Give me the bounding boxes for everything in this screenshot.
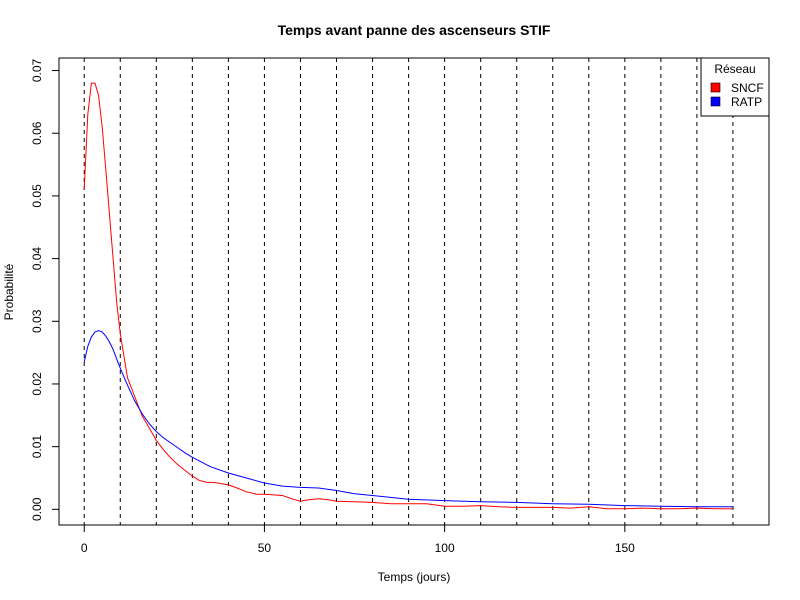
legend-swatch-sncf (710, 82, 721, 93)
vertical-guide-lines (83, 58, 734, 525)
y-tick-label: 0.03 (30, 309, 44, 333)
chart-title: Temps avant panne des ascenseurs STIF (278, 22, 551, 38)
y-tick-label: 0.01 (30, 435, 44, 459)
x-tick-label: 100 (435, 541, 455, 555)
y-tick-label: 0.06 (30, 121, 44, 145)
y-axis-label: Probabilité (2, 263, 16, 320)
plot-frame (58, 57, 770, 526)
x-tick-label: 0 (81, 541, 88, 555)
legend-swatch-ratp (710, 96, 721, 107)
y-tick-label: 0.04 (30, 247, 44, 271)
legend: Réseau SNCF RATP (700, 57, 770, 117)
series-line-sncf (83, 82, 733, 510)
x-axis-label: Temps (jours) (378, 570, 451, 584)
y-tick-label: 0.00 (30, 497, 44, 521)
y-tick-label: 0.05 (30, 184, 44, 208)
y-tick-label: 0.02 (30, 372, 44, 396)
x-tick-label: 150 (615, 541, 635, 555)
series-line-ratp (83, 330, 733, 508)
x-axis: 0 50 100 150 (81, 524, 635, 555)
y-axis: 0.00 0.01 0.02 0.03 0.04 0.05 0.06 0.07 (30, 58, 60, 521)
legend-label-ratp: RATP (731, 95, 762, 109)
legend-label-sncf: SNCF (731, 81, 764, 95)
y-tick-label: 0.07 (30, 58, 44, 82)
series-lines (83, 82, 733, 510)
x-tick-label: 50 (258, 541, 272, 555)
legend-title: Réseau (714, 62, 755, 76)
